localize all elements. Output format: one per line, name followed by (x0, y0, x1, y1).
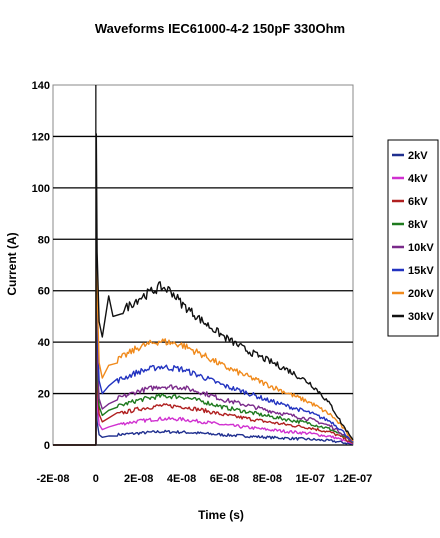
legend-label-10kv: 10kV (408, 242, 434, 254)
x-tick-label: 1.2E-07 (334, 473, 373, 485)
x-tick-label: 2E-08 (124, 473, 153, 485)
series-line-30kv (53, 133, 354, 446)
legend: 2kV 4kV 6kV 8kV 10kV 15kV 20kV 30kV (387, 139, 439, 337)
legend-label-8kv: 8kV (408, 219, 428, 231)
y-tick-label: 140 (32, 80, 50, 92)
legend-label-20kv: 20kV (408, 288, 434, 300)
x-tick-label: 6E-08 (210, 473, 239, 485)
x-tick-label: -2E-08 (36, 473, 69, 485)
x-tick-label: 1E-07 (295, 473, 324, 485)
x-axis-label: Time (s) (198, 508, 244, 522)
series-line-4kv (53, 372, 354, 446)
series-line-8kv (53, 315, 354, 446)
y-axis-label: Current (A) (5, 232, 19, 295)
series-line-6kv (53, 341, 354, 446)
y-tick-label: 100 (32, 183, 50, 195)
y-tick-label: 120 (32, 131, 50, 143)
legend-label-15kv: 15kV (408, 265, 434, 277)
legend-box (387, 139, 439, 337)
series-line-15kv (53, 251, 354, 446)
legend-label-4kv: 4kV (408, 173, 428, 185)
legend-label-30kv: 30kV (408, 311, 434, 323)
legend-label-2kv: 2kV (408, 150, 428, 162)
tick-labels: 0 20 40 60 80 100 120 140 -2E-08 0 2E-08 4E-08 6E-08… (32, 80, 373, 485)
chart-title: Waveforms IEC61000-4-2 150pF 330Ohm (95, 21, 345, 36)
series-line-2kv (53, 403, 354, 446)
legend-label-6kv: 6kV (408, 196, 428, 208)
x-tick-label: 4E-08 (167, 473, 196, 485)
x-tick-label: 8E-08 (253, 473, 282, 485)
y-tick-label: 0 (44, 440, 50, 452)
plot-frame (52, 84, 354, 446)
y-tick-label: 80 (38, 234, 50, 246)
y-tick-label: 20 (38, 389, 50, 401)
series-layer (53, 133, 354, 446)
y-tick-label: 40 (38, 337, 50, 349)
series-line-10kv (53, 290, 354, 446)
series-line-20kv (53, 187, 354, 446)
x-tick-label: 0 (93, 473, 99, 485)
y-tick-label: 60 (38, 286, 50, 298)
